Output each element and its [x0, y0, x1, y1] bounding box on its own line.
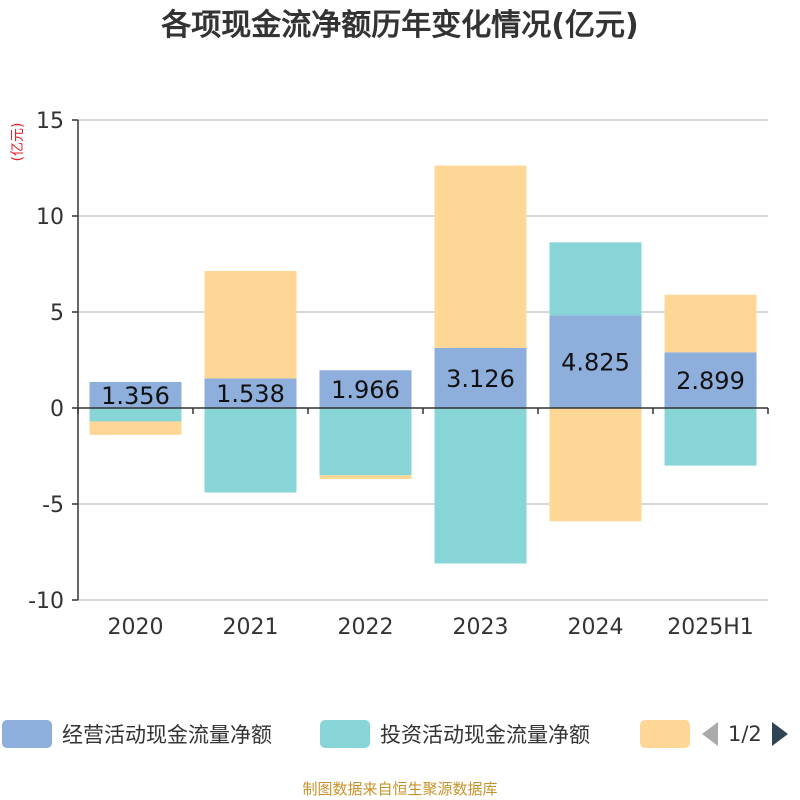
- y-tick-label: 15: [36, 109, 64, 134]
- x-tick-label: 2023: [453, 615, 509, 640]
- legend-swatch-operating: [2, 720, 52, 748]
- bar-series-2: [664, 294, 757, 353]
- bar-series-0: [319, 370, 412, 408]
- bar-series-1: [89, 408, 182, 422]
- x-tick-label: 2021: [223, 615, 279, 640]
- legend-label-operating: 经营活动现金流量净额: [62, 723, 272, 747]
- bar-layer: [89, 165, 757, 564]
- y-tick-label: -5: [42, 493, 64, 518]
- bar-series-0: [549, 315, 642, 408]
- legend-item-third[interactable]: [640, 720, 690, 748]
- x-tick-label: 2022: [338, 615, 394, 640]
- y-tick-label: 0: [50, 397, 64, 422]
- source-note: 制图数据来自恒生聚源数据库: [302, 780, 498, 798]
- data-label: 1.538: [216, 380, 285, 408]
- y-tick-label: -10: [28, 589, 64, 614]
- bar-series-1: [434, 408, 527, 564]
- chart-canvas: -10 -5 0 5 10 15 2020 2021 2022 2023 2024 2025H1 1.…: [28, 109, 769, 640]
- x-tick-label: 2020: [108, 615, 164, 640]
- data-label: 3.126: [446, 365, 515, 393]
- label-layer: 2020 2021 2022 2023 2024 2025H1 1.356 1.538 1.96…: [101, 349, 754, 640]
- pager-text: 1/2: [728, 722, 762, 746]
- triangle-left-icon[interactable]: [700, 720, 720, 748]
- bar-series-0: [204, 378, 297, 408]
- data-label: 4.825: [561, 349, 630, 377]
- bar-series-2: [434, 165, 527, 348]
- chart-title: 各项现金流净额历年变化情况(亿元): [161, 8, 639, 43]
- legend-label-investing: 投资活动现金流量净额: [380, 723, 590, 747]
- bar-series-2: [204, 270, 297, 379]
- grid-layer: [78, 119, 768, 601]
- y-axis-unit-label: (亿元): [10, 123, 26, 162]
- legend: 经营活动现金流量净额 投资活动现金流量净额 1/2: [0, 712, 800, 756]
- legend-item-operating[interactable]: 经营活动现金流量净额: [2, 720, 272, 748]
- y-tick-label: 10: [36, 205, 64, 230]
- data-label: 1.966: [331, 376, 400, 404]
- bar-series-1: [319, 408, 412, 476]
- x-tick-label: 2024: [568, 615, 624, 640]
- legend-swatch-investing: [320, 720, 370, 748]
- bar-series-1: [549, 242, 642, 316]
- bar-series-2: [89, 421, 182, 435]
- data-label: 2.899: [676, 367, 745, 395]
- bar-series-2: [549, 408, 642, 522]
- legend-swatch-third: [640, 720, 690, 748]
- bar-series-0: [89, 381, 182, 408]
- legend-item-investing[interactable]: 投资活动现金流量净额: [320, 720, 590, 748]
- data-label: 1.356: [101, 382, 170, 410]
- bar-series-0: [664, 352, 757, 408]
- y-tick-label: 5: [50, 301, 64, 326]
- axis-layer: -10 -5 0 5 10 15: [28, 109, 769, 614]
- y-axis-unit-text: (亿元): [10, 123, 26, 162]
- bar-series-1: [664, 408, 757, 466]
- bar-series-1: [204, 408, 297, 493]
- legend-pager: 1/2: [700, 718, 790, 750]
- bar-series-0: [434, 347, 527, 408]
- bar-series-2: [319, 475, 412, 480]
- triangle-right-icon[interactable]: [770, 720, 790, 748]
- x-tick-label: 2025H1: [667, 615, 754, 640]
